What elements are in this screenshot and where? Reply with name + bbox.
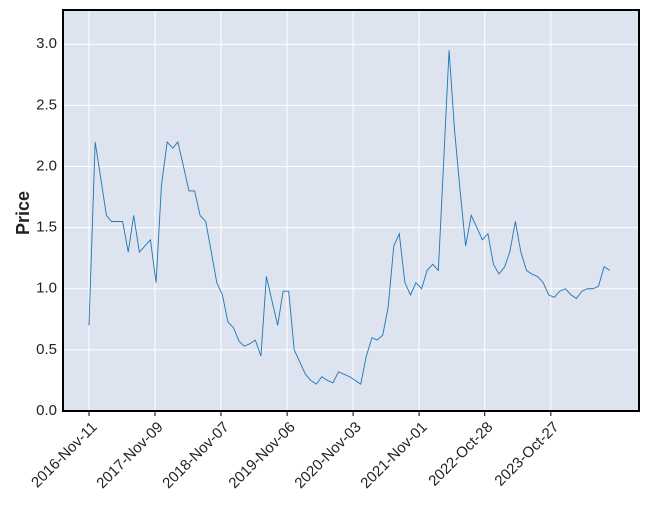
y-tick-label: 2.0 bbox=[36, 157, 57, 174]
x-tick-label: 2023-Oct-27 bbox=[491, 419, 562, 490]
y-tick-label: 2.5 bbox=[36, 96, 57, 113]
x-tick-label: 2022-Oct-28 bbox=[425, 419, 496, 490]
x-tick-label: 2017-Nov-09 bbox=[93, 419, 166, 492]
plot-frame bbox=[62, 9, 640, 412]
y-tick-label: 0.5 bbox=[36, 341, 57, 358]
price-line bbox=[88, 50, 610, 385]
x-tick-label: 2019-Nov-06 bbox=[225, 419, 298, 492]
x-tick-label: 2018-Nov-07 bbox=[159, 419, 232, 492]
y-axis-label: Price bbox=[13, 191, 33, 235]
y-tick-label: 3.0 bbox=[36, 35, 57, 52]
y-tick-label: 1.5 bbox=[36, 219, 57, 236]
x-tick-label: 2021-Nov-01 bbox=[357, 419, 430, 492]
x-tick-label: 2016-Nov-11 bbox=[28, 419, 101, 492]
y-tick-label: 1.0 bbox=[36, 280, 57, 297]
plot-area bbox=[63, 10, 639, 411]
x-tick-label: 2020-Nov-03 bbox=[291, 419, 364, 492]
y-tick-label: 0.0 bbox=[36, 402, 57, 419]
